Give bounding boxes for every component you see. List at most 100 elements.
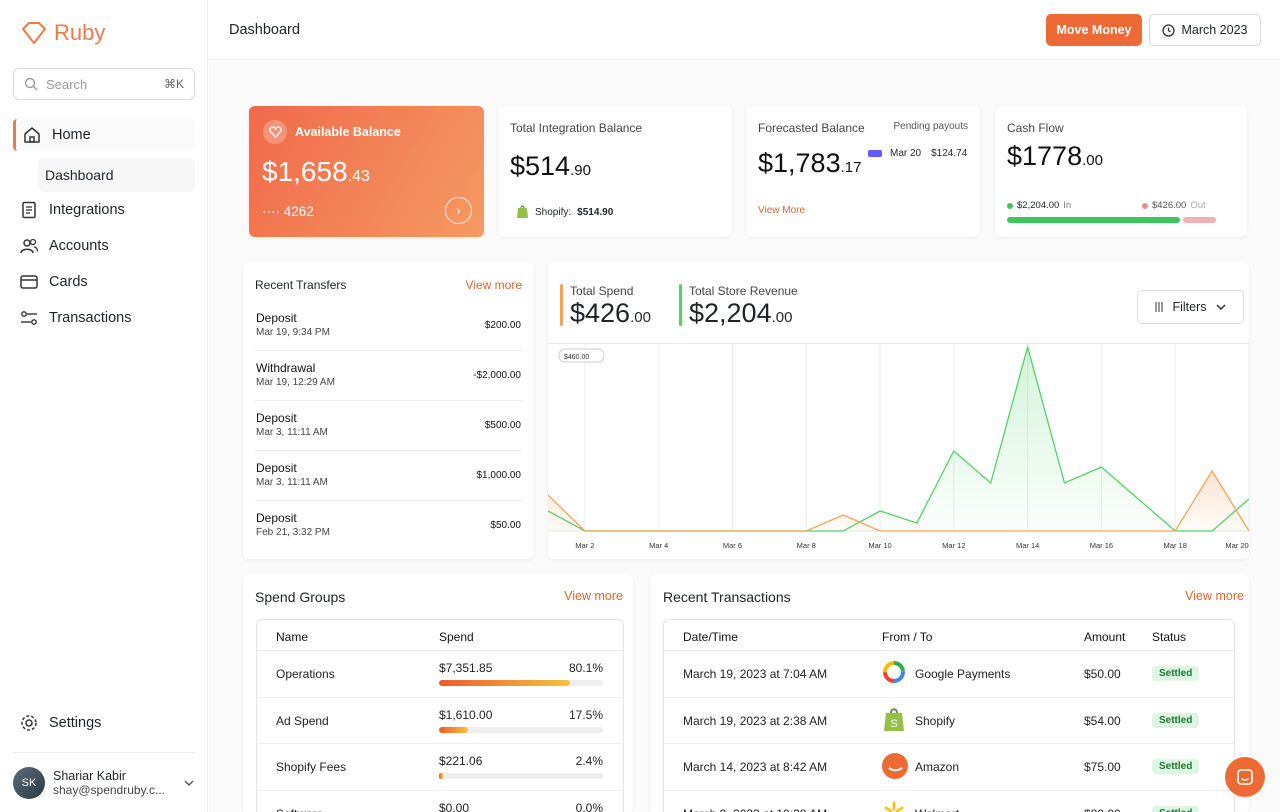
forecast-view-more-link[interactable]: View More — [758, 205, 806, 216]
filters-button[interactable]: Filters — [1137, 290, 1244, 324]
cash-out-legend: $426.00 Out — [1142, 200, 1206, 211]
document-icon — [22, 201, 36, 219]
sidebar-item-label: Cards — [49, 274, 88, 290]
transfer-amount: $1,000.00 — [476, 470, 522, 481]
transaction-date: March 9, 2023 at 10:38 AM — [683, 807, 827, 812]
shield-heart-icon — [263, 120, 287, 144]
spend-group-amount: $221.06 — [439, 754, 483, 768]
spend-group-percent: 0.0% — [575, 800, 603, 812]
search-input[interactable]: Search ⌘K — [13, 68, 195, 100]
sidebar-item-settings[interactable]: Settings — [13, 707, 195, 739]
spend-group-amount: $7,351.85 — [439, 661, 493, 675]
chevron-down-icon — [1215, 304, 1226, 311]
sidebar-item-label: Dashboard — [45, 167, 114, 183]
x-tick-label: Mar 20 — [1225, 541, 1248, 550]
sidebar-item-label: Home — [52, 127, 91, 143]
move-money-button[interactable]: Move Money — [1046, 14, 1142, 46]
transfer-row[interactable]: Deposit Feb 21, 3:32 PM $50.00 — [255, 501, 522, 551]
transfer-amount: $50.00 — [490, 520, 521, 531]
spend-group-row[interactable]: Software $0.00 0.0% — [257, 789, 623, 812]
spend-group-name: Shopify Fees — [276, 760, 347, 774]
available-label: Available Balance — [295, 125, 401, 139]
transfer-row[interactable]: Deposit Mar 3, 11:11 AM $1,000.00 — [255, 451, 522, 501]
spend-groups-view-more-link[interactable]: View more — [564, 589, 623, 603]
series-area — [548, 347, 1249, 531]
column-header-from-to: From / To — [882, 630, 933, 644]
ruby-gem-icon — [22, 22, 46, 44]
forecast-amount: $1,783.17 — [758, 148, 862, 178]
sidebar-item-label: Integrations — [49, 202, 125, 218]
spend-group-percent: 80.1% — [568, 661, 603, 675]
recent-transactions-table: Date/Time From / To Amount Status March … — [663, 619, 1235, 812]
spend-group-bar-fill — [439, 680, 571, 686]
transaction-date: March 19, 2023 at 2:38 AM — [683, 713, 828, 728]
transaction-amount: $54.00 — [1084, 713, 1121, 728]
status-badge: Settled — [1152, 666, 1200, 681]
transfer-type: Deposit — [256, 311, 297, 325]
sidebar: Ruby Search ⌘K Home Dashboard Integratio… — [0, 0, 208, 812]
chat-button[interactable] — [1225, 757, 1265, 797]
cash-flow-amount: $1778.00 — [1007, 141, 1103, 171]
transaction-party: Shopify — [915, 713, 956, 728]
integration-label: Total Integration Balance — [510, 121, 643, 135]
sidebar-item-dashboard[interactable]: Dashboard — [38, 158, 195, 192]
transfer-row[interactable]: Withdrawal Mar 19, 12:29 AM -$2,000.00 — [255, 351, 522, 401]
transfer-date: Feb 21, 3:32 PM — [256, 527, 330, 538]
transfer-amount: -$2,000.00 — [473, 370, 521, 381]
recent-transfers-card: Recent Transfers View more Deposit Mar 19… — [243, 262, 534, 559]
spend-revenue-chart-card: Total Spend $426.00 Total Store Revenue … — [548, 262, 1249, 559]
area-chart[interactable]: Mar 2 Mar 4 Mar 6 Mar 8 Mar 10 Mar 12 Mar 14 Ma… — [548, 343, 1249, 559]
chart-tooltip-value: $460.00 — [564, 354, 589, 361]
transfers-view-more-link[interactable]: View more — [465, 278, 522, 292]
app-name: Ruby — [54, 20, 106, 45]
status-badge: Settled — [1152, 712, 1200, 728]
sidebar-item-home[interactable]: Home — [13, 119, 195, 151]
users-icon — [20, 238, 39, 254]
sidebar-item-accounts[interactable]: Accounts — [13, 230, 195, 262]
transfers-title: Recent Transfers — [255, 278, 347, 292]
transaction-amount: $80.00 — [1084, 807, 1121, 812]
transfer-row[interactable]: Deposit Mar 3, 11:11 AM $500.00 — [255, 401, 522, 451]
transfer-type: Deposit — [256, 461, 297, 475]
transaction-row[interactable]: March 19, 2023 at 7:04 AM Google Payments… — [664, 650, 1234, 696]
spend-group-row[interactable]: Operations $7,351.85 80.1% — [257, 650, 623, 696]
spend-group-row[interactable]: Ad Spend $1,610.00 17.5% — [257, 696, 623, 743]
available-balance-card[interactable]: Available Balance $1,658.43 ···· 4262 › — [249, 106, 484, 237]
clock-icon — [1162, 23, 1176, 37]
transfer-amount: $200.00 — [484, 320, 521, 331]
integration-amount: $514.90 — [510, 151, 591, 181]
spend-amount: $426.00 — [570, 298, 651, 328]
spend-group-amount: $1,610.00 — [439, 707, 493, 722]
shopify-logo-icon: S — [882, 707, 906, 736]
spend-group-name: Software — [276, 807, 323, 812]
user-menu[interactable]: SK Shariar Kabir shay@spendruby.c... — [13, 752, 195, 799]
shopify-icon — [517, 205, 528, 218]
recent-transactions-view-more-link[interactable]: View more — [1185, 589, 1244, 603]
series-line — [548, 344, 1249, 532]
revenue-marker — [679, 284, 682, 326]
chevron-right-icon[interactable]: › — [445, 197, 472, 224]
status-badge: Settled — [1152, 805, 1200, 812]
user-name: Shariar Kabir — [53, 769, 126, 783]
sidebar-item-transactions[interactable]: Transactions — [13, 302, 195, 334]
date-picker-button[interactable]: March 2023 — [1149, 14, 1261, 46]
account-number: ···· 4262 — [262, 204, 314, 219]
x-tick-label: Mar 2 — [575, 541, 594, 550]
column-header-amount: Amount — [1084, 630, 1126, 644]
google-logo-icon — [882, 660, 906, 687]
x-tick-label: Mar 12 — [942, 541, 965, 550]
available-amount: $1,658.43 — [262, 156, 370, 187]
ruby-logo[interactable]: Ruby — [20, 20, 105, 46]
sidebar-item-integrations[interactable]: Integrations — [13, 194, 195, 226]
spend-group-row[interactable]: Shopify Fees $221.06 2.4% — [257, 743, 623, 789]
sidebar-item-cards[interactable]: Cards — [13, 266, 195, 298]
integration-balance-card: Total Integration Balance $514.90 Shopif… — [498, 106, 732, 237]
search-shortcut: ⌘K — [163, 77, 184, 91]
transaction-row[interactable]: March 19, 2023 at 2:38 AM S Shopify $54.00 S… — [664, 696, 1234, 743]
transaction-row[interactable]: March 14, 2023 at 8:42 AM Amazon $75.00 Set… — [664, 743, 1234, 789]
transfer-row[interactable]: Deposit Mar 19, 9:34 PM $200.00 — [255, 301, 522, 351]
top-bar: Dashboard Move Money March 2023 — [209, 0, 1280, 60]
transaction-row[interactable]: March 9, 2023 at 10:38 AM Walmart $80.00 Se… — [664, 789, 1234, 812]
walmart-logo-icon — [882, 800, 906, 812]
spend-group-bar — [439, 726, 603, 733]
